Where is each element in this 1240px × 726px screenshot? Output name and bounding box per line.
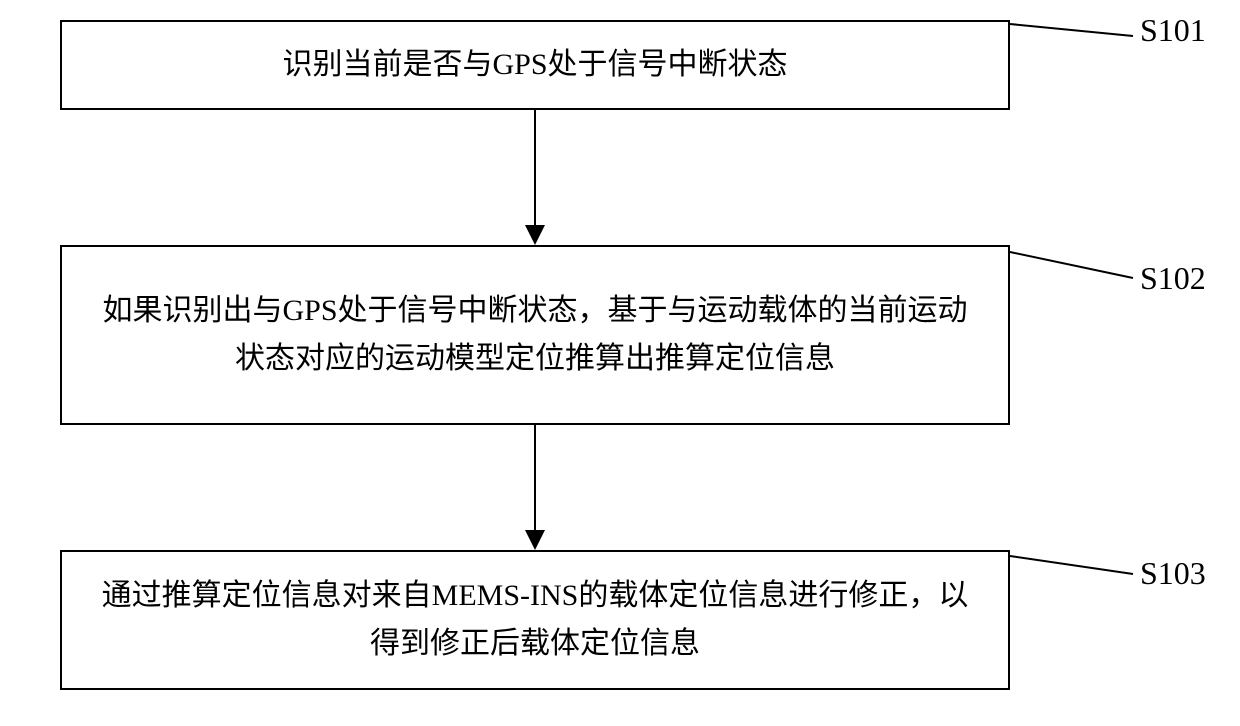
- node-text: 如果识别出与GPS处于信号中断状态，基于与运动载体的当前运动状态对应的运动模型定…: [92, 287, 978, 383]
- flowchart-node-s102: 如果识别出与GPS处于信号中断状态，基于与运动载体的当前运动状态对应的运动模型定…: [60, 245, 1010, 425]
- node-text: 识别当前是否与GPS处于信号中断状态: [282, 41, 787, 89]
- flowchart-node-s103: 通过推算定位信息对来自MEMS-INS的载体定位信息进行修正，以得到修正后载体定…: [60, 550, 1010, 690]
- step-label-s103: S103: [1140, 555, 1206, 592]
- flowchart-node-s101: 识别当前是否与GPS处于信号中断状态: [60, 20, 1010, 110]
- arrow-s101-s102: [515, 110, 555, 245]
- label-connector-s103: [1008, 552, 1148, 592]
- step-label-s102: S102: [1140, 260, 1206, 297]
- step-label-s101: S101: [1140, 12, 1206, 49]
- label-connector-s102: [1008, 248, 1148, 298]
- label-connector-s101: [1008, 18, 1148, 58]
- node-text: 通过推算定位信息对来自MEMS-INS的载体定位信息进行修正，以得到修正后载体定…: [92, 572, 978, 668]
- arrow-s102-s103: [515, 425, 555, 550]
